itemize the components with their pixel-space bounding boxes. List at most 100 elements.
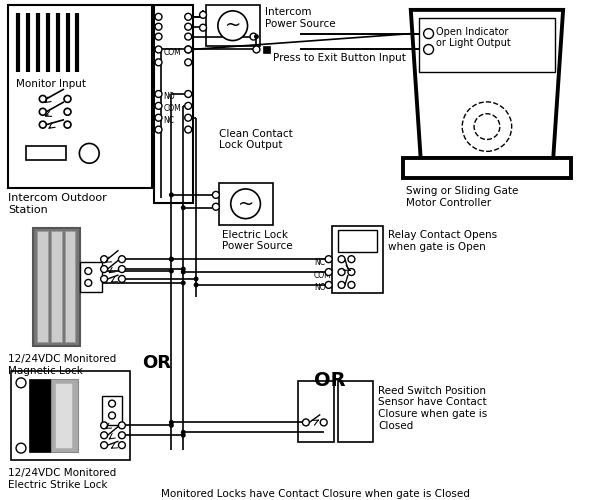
Bar (331, 226, 383, 293)
Circle shape (119, 266, 125, 272)
Circle shape (85, 268, 92, 274)
Circle shape (155, 90, 162, 98)
Bar (337, 381, 373, 442)
Bar (55, 383, 73, 448)
Circle shape (119, 432, 125, 438)
Text: ~: ~ (237, 194, 254, 214)
Circle shape (181, 430, 186, 435)
Text: 12/24VDC Monitored
Magnetic Lock: 12/24VDC Monitored Magnetic Lock (8, 354, 116, 376)
Circle shape (424, 44, 433, 54)
Circle shape (200, 12, 206, 18)
Bar (154, 5, 193, 203)
Circle shape (119, 422, 125, 429)
Circle shape (253, 46, 260, 53)
Bar (37, 232, 48, 342)
Circle shape (101, 442, 107, 448)
Circle shape (169, 423, 174, 428)
Circle shape (119, 256, 125, 262)
Text: COM: COM (314, 270, 331, 280)
Circle shape (181, 280, 186, 285)
Text: NC: NC (314, 258, 325, 266)
Circle shape (185, 14, 192, 20)
Text: OR: OR (142, 354, 170, 372)
Circle shape (348, 268, 355, 276)
Text: Monitored Locks have Contact Closure when gate is Closed: Monitored Locks have Contact Closure whe… (162, 488, 470, 498)
Text: NO: NO (314, 284, 325, 292)
Circle shape (169, 256, 174, 262)
Circle shape (155, 14, 162, 20)
Text: Intercom Outdoor
Station: Intercom Outdoor Station (8, 193, 107, 214)
Text: Swing or Sliding Gate
Motor Controller: Swing or Sliding Gate Motor Controller (406, 186, 518, 208)
Circle shape (338, 268, 345, 276)
Circle shape (338, 282, 345, 288)
Circle shape (185, 33, 192, 40)
Text: COM: COM (163, 48, 181, 57)
Bar (219, 183, 274, 224)
Circle shape (212, 204, 219, 210)
Circle shape (250, 33, 257, 40)
Circle shape (185, 126, 192, 133)
Circle shape (108, 412, 116, 419)
Polygon shape (411, 10, 563, 158)
Bar (8, 5, 151, 188)
Circle shape (169, 420, 174, 425)
Circle shape (119, 442, 125, 448)
Circle shape (101, 422, 107, 429)
Text: COM: COM (163, 104, 181, 114)
Circle shape (185, 59, 192, 66)
Bar (80, 262, 102, 292)
Circle shape (325, 256, 332, 262)
Text: Press to Exit Button Input: Press to Exit Button Input (274, 54, 406, 64)
Circle shape (108, 400, 116, 407)
Bar (263, 46, 271, 54)
Bar (298, 381, 334, 442)
Circle shape (231, 189, 260, 218)
Circle shape (64, 121, 71, 128)
Bar (206, 5, 260, 46)
Bar (11, 371, 130, 460)
Circle shape (39, 121, 46, 128)
Circle shape (200, 24, 206, 31)
Circle shape (101, 256, 107, 262)
Bar (403, 158, 571, 178)
Circle shape (16, 443, 26, 453)
Circle shape (39, 108, 46, 115)
Circle shape (424, 28, 433, 38)
Circle shape (254, 34, 259, 39)
Circle shape (155, 114, 162, 121)
Bar (64, 232, 76, 342)
Circle shape (16, 378, 26, 388)
Text: ~: ~ (225, 16, 241, 35)
Bar (29, 379, 51, 452)
Bar (337, 230, 377, 252)
Circle shape (185, 46, 192, 53)
Circle shape (169, 192, 174, 198)
Circle shape (169, 256, 174, 262)
Circle shape (185, 114, 192, 121)
Circle shape (155, 102, 162, 110)
Circle shape (155, 33, 162, 40)
Circle shape (320, 419, 327, 426)
Circle shape (185, 23, 192, 30)
Circle shape (212, 192, 219, 198)
Text: Reed Switch Position
Sensor have Contact
Closure when gate is
Closed: Reed Switch Position Sensor have Contact… (378, 386, 488, 430)
Text: Monitor Input: Monitor Input (16, 79, 86, 89)
Circle shape (218, 11, 247, 40)
Circle shape (155, 23, 162, 30)
Circle shape (181, 266, 186, 272)
Text: NO: NO (163, 92, 175, 102)
Text: 12/24VDC Monitored
Electric Strike Lock: 12/24VDC Monitored Electric Strike Lock (8, 468, 116, 489)
Circle shape (185, 46, 192, 53)
Circle shape (119, 276, 125, 282)
Circle shape (155, 46, 162, 53)
Circle shape (181, 270, 186, 274)
Text: NC: NC (163, 116, 175, 125)
Circle shape (155, 126, 162, 133)
Text: OR: OR (314, 371, 346, 390)
Circle shape (462, 102, 512, 152)
Circle shape (348, 256, 355, 262)
Circle shape (64, 108, 71, 115)
Circle shape (325, 268, 332, 276)
Text: Open Indicator
or Light Output: Open Indicator or Light Output (436, 26, 511, 48)
Circle shape (325, 282, 332, 288)
